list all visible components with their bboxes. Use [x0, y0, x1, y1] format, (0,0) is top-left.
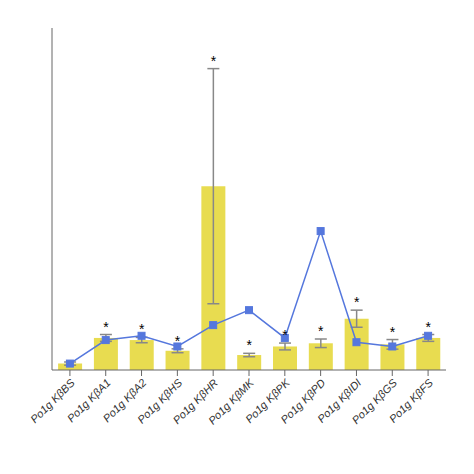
- svg-text:Po1g KβHR: Po1g KβHR: [170, 376, 221, 427]
- svg-text:*: *: [426, 319, 432, 335]
- svg-text:*: *: [246, 337, 252, 353]
- svg-text:Po1g KβMK: Po1g KβMK: [205, 376, 256, 427]
- svg-text:*: *: [139, 321, 145, 337]
- svg-text:Po1g KβIDI: Po1g KβIDI: [315, 376, 364, 425]
- svg-text:Po1g KβPD: Po1g KβPD: [278, 376, 328, 426]
- svg-text:Po1g KβHS: Po1g KβHS: [135, 376, 185, 426]
- svg-text:*: *: [282, 327, 288, 343]
- svg-text:*: *: [354, 294, 360, 310]
- svg-text:Po1g KβPK: Po1g KβPK: [242, 376, 292, 426]
- svg-text:*: *: [103, 319, 109, 335]
- svg-text:*: *: [175, 333, 181, 349]
- svg-text:Po1g KβBS: Po1g KβBS: [28, 376, 77, 426]
- svg-text:Po1g KβGS: Po1g KβGS: [349, 376, 400, 427]
- svg-text:*: *: [318, 323, 324, 339]
- svg-text:Po1g KβA1: Po1g KβA1: [64, 376, 113, 425]
- svg-text:Po1g KβFS: Po1g KβFS: [387, 376, 436, 425]
- svg-text:*: *: [211, 53, 217, 69]
- svg-text:Po1g KβA2: Po1g KβA2: [100, 376, 149, 425]
- svg-text:*: *: [390, 324, 396, 340]
